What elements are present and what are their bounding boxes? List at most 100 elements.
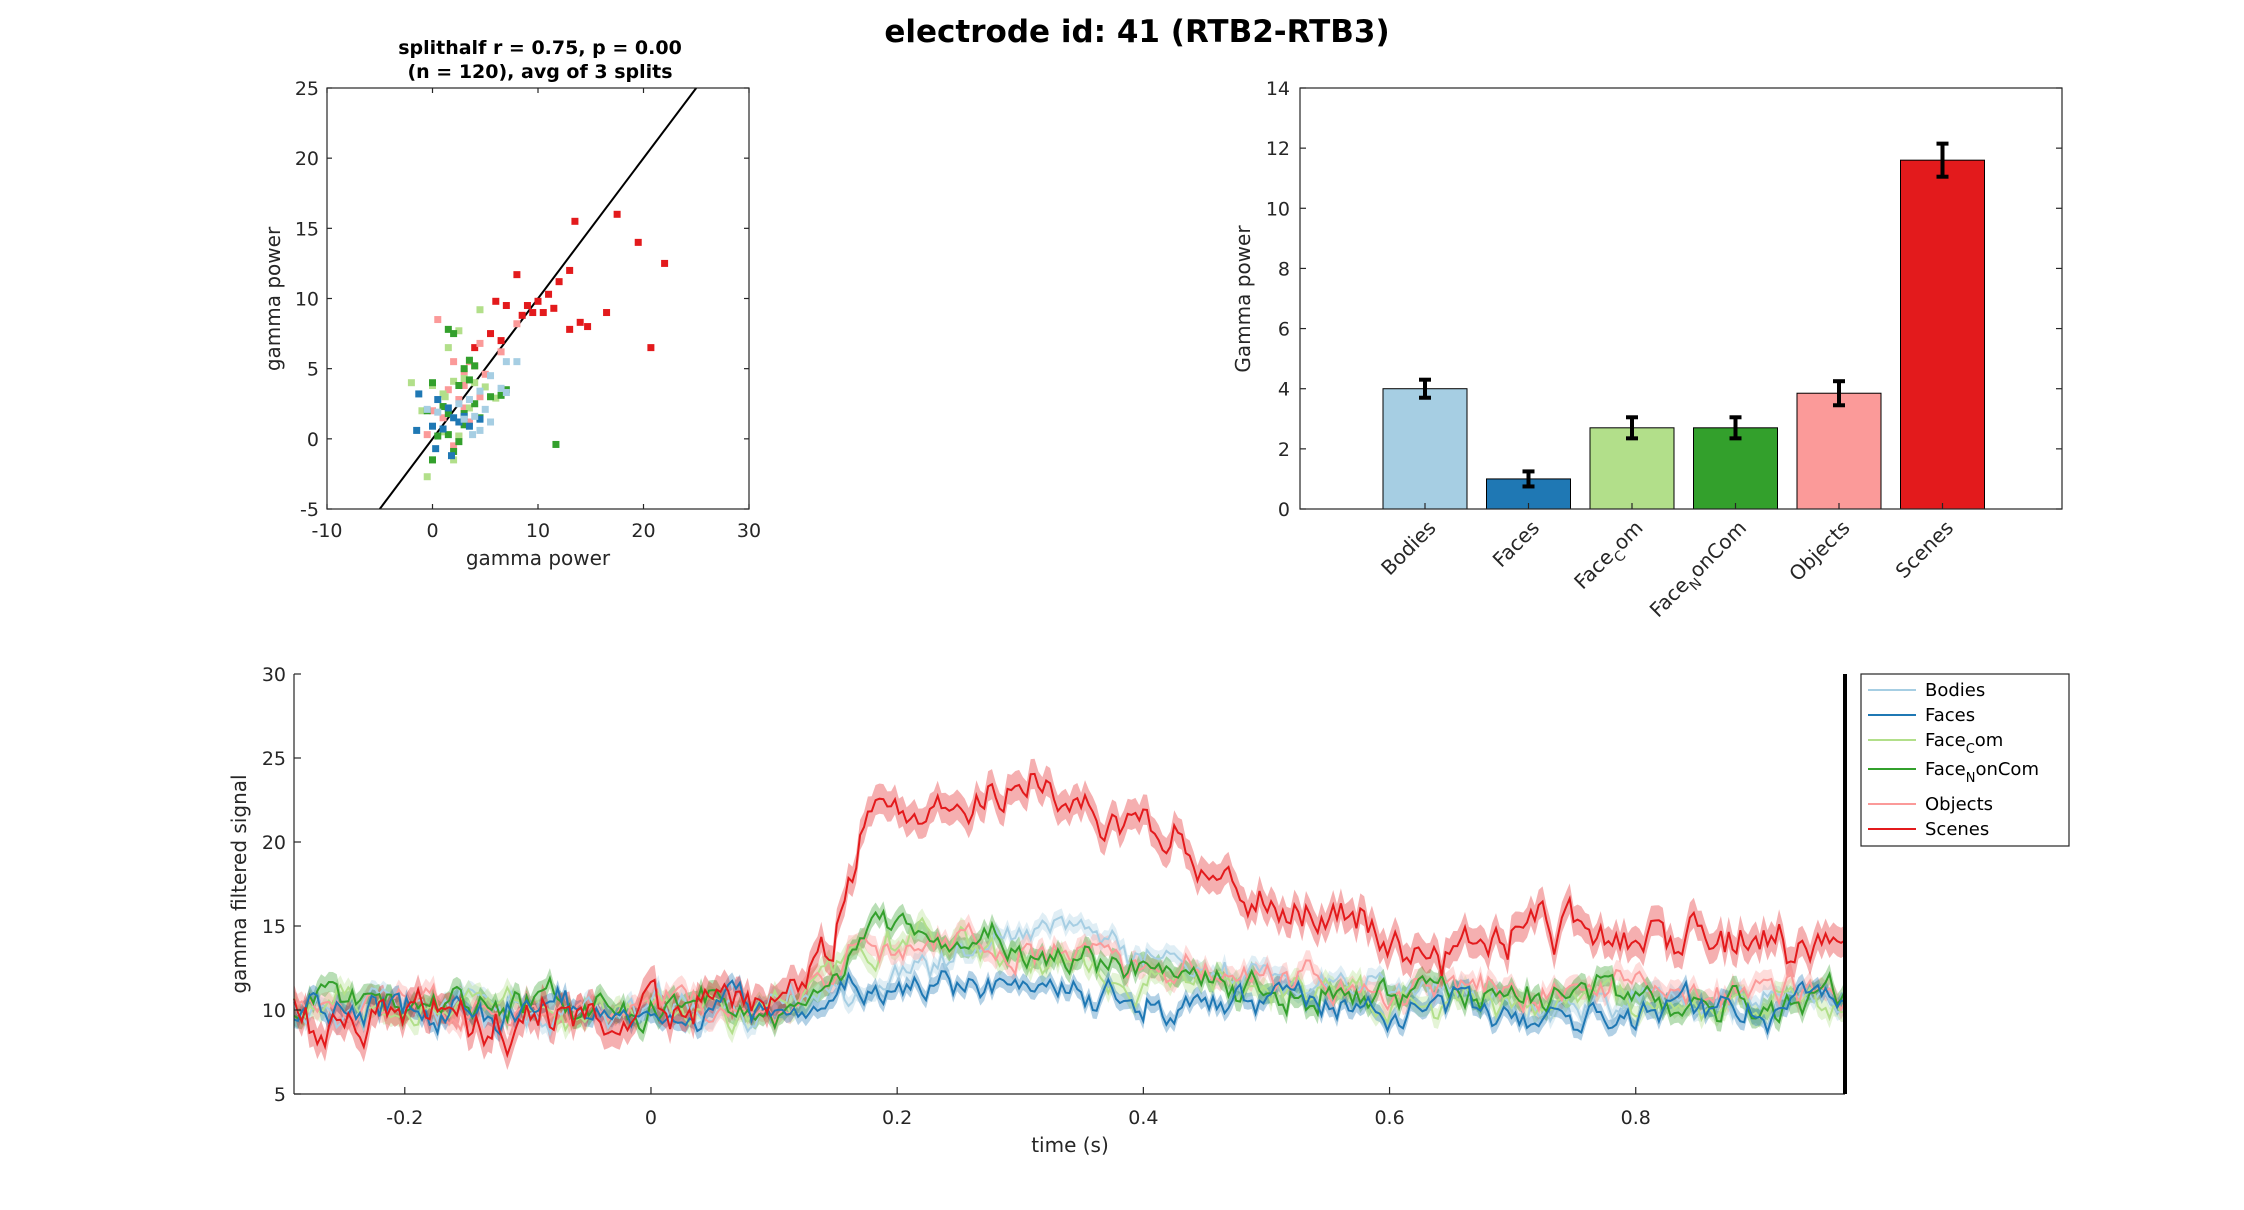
scatter-point [439,425,447,433]
scatter-point [465,422,473,430]
scatter-ylabel: gamma power [261,226,285,371]
scatter-point [471,362,479,370]
scatter-point [429,379,436,387]
scatter-point [566,266,574,274]
scatter-point [418,407,426,415]
legend-label: Objects [1925,794,1993,815]
scatter-point [492,297,500,305]
scatter-point [465,418,473,426]
scatter-point [545,290,553,298]
figure-title: electrode id: 41 (RTB2-RTB3) [884,14,1389,50]
scatter-point [444,410,452,418]
bar [1693,427,1778,510]
scatter-point [455,432,463,440]
scatter-point [497,391,505,399]
scatter-point [476,415,484,423]
scatter-point [444,325,452,333]
scatter-point [497,348,505,356]
error-band [294,758,1845,1070]
scatter-point [455,418,463,426]
scatter-point [471,379,479,387]
bar [1382,388,1468,510]
y-tick-label: -5 [300,499,319,521]
scatter-point [460,415,468,423]
scatter-point [450,414,458,422]
scatter-point [450,377,458,385]
bar-marks [1382,141,1985,510]
timecourse-xlabel: time (s) [1031,1133,1109,1157]
legend-label: FaceNonCom [1925,759,2039,786]
scatter-point [661,259,669,267]
legend-label: FaceCom [1925,730,2003,757]
scatter-point [460,382,468,390]
scatter-point [487,393,495,401]
y-tick-label: 25 [262,748,286,770]
bar [1796,392,1882,510]
x-tick-label: -10 [311,520,342,542]
y-tick-label: 6 [1278,319,1290,341]
scatter-point [634,238,642,246]
y-tick-label: 25 [295,78,319,100]
scatter-point [476,393,484,401]
scatter-point [460,374,468,382]
timecourse-lines [293,772,1846,1059]
scatter-subtitle: (n = 120), avg of 3 splits [407,61,672,83]
scatter-point [647,344,655,352]
scatter-point [476,306,484,314]
scatter-point [471,412,479,420]
x-tick-label: 0 [645,1107,657,1129]
scatter-point [518,311,526,319]
scatter-point [497,384,505,392]
scatter-point [432,445,440,453]
y-tick-label: 5 [307,359,319,381]
scatter-point [465,356,473,364]
scatter-points [378,87,698,510]
scatter-point [455,400,463,408]
scatter-point [471,400,479,408]
scatter-point [523,302,531,310]
scatter-point [441,393,449,401]
y-tick-label: 8 [1278,258,1290,280]
y-tick-label: 15 [262,916,286,938]
scatter-point [497,337,505,345]
scatter-point [434,432,442,440]
scatter-point [571,217,579,225]
x-tick-label: 0 [426,520,438,542]
scatter-point [552,440,560,448]
scatter-point [566,325,574,333]
scatter-point [415,390,423,398]
y-tick-label: 10 [262,1000,286,1022]
category-label: Bodies [1376,516,1440,580]
scatter-point [444,404,452,412]
scatter-point [481,405,489,413]
scatter-point [444,344,452,352]
x-tick-label: 30 [737,520,761,542]
scatter-point [502,302,510,310]
scatter-point [465,404,473,412]
x-tick-label: 0.6 [1374,1107,1404,1129]
scatter-point [502,389,510,397]
y-tick-label: 20 [295,148,319,170]
x-tick-label: 10 [526,520,550,542]
scatter-point [413,426,421,434]
x-tick-label: 0.2 [882,1107,912,1129]
scatter-point [429,422,436,430]
bar-panel: 0 2 4 6 8 10 12 14 Bodies Faces FaceComFaceNonCom… [1231,78,2063,622]
scatter-point [450,442,458,450]
scatter-point [439,403,447,411]
scatter-point [407,379,415,387]
category-label: Objects [1784,516,1854,586]
scatter-point [550,304,558,312]
scatter-point [447,452,455,460]
y-tick-label: 20 [262,832,286,854]
bar-ylabel: Gamma power [1231,225,1255,373]
series-line [293,772,1846,1059]
scatter-point [481,383,489,391]
legend-label: Scenes [1925,819,1989,840]
y-tick-label: 4 [1278,379,1290,401]
scatter-point [455,382,463,390]
scatter-point [460,421,468,429]
